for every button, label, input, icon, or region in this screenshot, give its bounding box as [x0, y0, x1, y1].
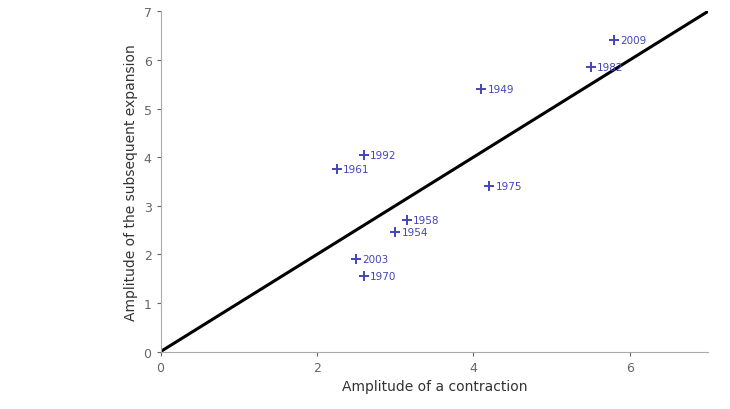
X-axis label: Amplitude of a contraction: Amplitude of a contraction: [342, 379, 527, 393]
Text: 1954: 1954: [402, 228, 428, 238]
Y-axis label: Amplitude of the subsequent expansion: Amplitude of the subsequent expansion: [124, 44, 138, 320]
Text: 1961: 1961: [343, 165, 369, 175]
Text: 1949: 1949: [488, 85, 514, 95]
Text: 1958: 1958: [413, 216, 439, 226]
Text: 1975: 1975: [496, 182, 522, 192]
Text: 1982: 1982: [597, 63, 623, 73]
Text: 2009: 2009: [620, 36, 647, 46]
Text: 1992: 1992: [370, 151, 396, 160]
Text: 2003: 2003: [362, 255, 388, 265]
Text: 1970: 1970: [370, 272, 396, 281]
